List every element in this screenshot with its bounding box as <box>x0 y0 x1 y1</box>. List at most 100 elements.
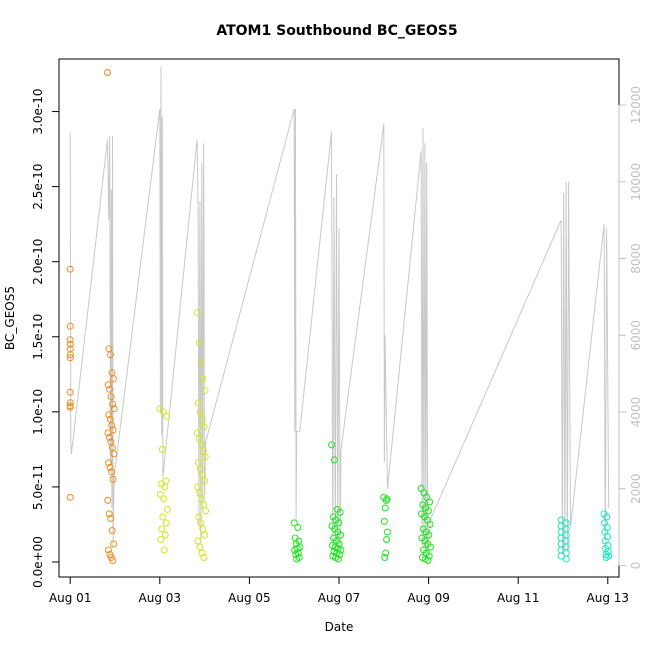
data-point <box>603 513 611 521</box>
data-point <box>159 408 167 416</box>
data-point <box>66 340 74 348</box>
data-point <box>200 423 208 431</box>
data-point <box>198 495 206 503</box>
data-point <box>294 524 302 531</box>
data-point <box>109 426 117 434</box>
y-right-tick-label: 2000 <box>629 473 643 504</box>
x-tick-label: Aug 09 <box>407 591 450 605</box>
data-point <box>109 557 117 564</box>
data-point <box>162 519 170 527</box>
data-point <box>381 554 389 561</box>
data-point <box>105 433 113 441</box>
y-axis-left: 0.0e+00 5.0e-11 1.0e-10 1.5e-10 2.0e-10 2.5e-… <box>31 89 60 588</box>
data-point <box>424 507 432 515</box>
data-point <box>66 493 74 501</box>
data-point <box>196 489 204 497</box>
data-point <box>163 505 171 513</box>
data-point <box>157 536 165 543</box>
data-point <box>109 375 117 383</box>
data-point <box>194 537 202 545</box>
data-point <box>426 520 434 528</box>
y-left-tick-label: 2.0e-10 <box>31 239 45 285</box>
data-point <box>200 501 208 509</box>
data-point <box>381 504 389 512</box>
chart-title: ATOM1 Southbound BC_GEOS5 <box>216 23 457 39</box>
y-left-tick-label: 2.5e-10 <box>31 164 45 210</box>
y-left-tick-label: 5.0e-11 <box>31 464 45 510</box>
data-point <box>427 543 434 551</box>
data-point <box>66 265 74 273</box>
data-point <box>107 514 115 522</box>
data-point <box>201 387 209 395</box>
data-point <box>108 468 115 476</box>
data-point <box>110 450 118 458</box>
data-point <box>334 555 342 563</box>
data-point <box>193 309 201 317</box>
data-point <box>197 465 204 473</box>
y-left-tick-label: 0.0e+00 <box>31 536 45 588</box>
data-point <box>195 435 203 443</box>
data-point <box>108 527 116 534</box>
y-left-tick-label: 1.5e-10 <box>31 314 45 360</box>
data-point <box>160 495 168 503</box>
data-point <box>426 498 434 506</box>
data-point <box>199 447 207 455</box>
data-point <box>66 336 74 344</box>
data-point <box>159 513 167 521</box>
y-left-tick-label: 3.0e-10 <box>31 89 45 135</box>
data-point <box>66 322 74 330</box>
data-point <box>110 405 118 413</box>
data-point <box>104 429 112 437</box>
data-point <box>196 408 204 416</box>
data-point <box>199 471 206 479</box>
data-point <box>197 358 205 366</box>
data-point <box>66 354 74 362</box>
y-right-tick-label: 10000 <box>629 163 643 201</box>
data-point <box>104 381 112 389</box>
x-axis-label: Date <box>325 620 354 634</box>
x-tick-label: Aug 05 <box>228 591 271 605</box>
data-point <box>161 531 169 539</box>
y-axis-label: BC_GEOS5 <box>3 286 17 350</box>
data-point <box>201 531 209 539</box>
data-point <box>335 519 343 527</box>
data-point <box>557 552 565 560</box>
x-tick-label: Aug 13 <box>587 591 630 605</box>
data-point <box>202 507 209 515</box>
data-point <box>562 555 570 563</box>
data-point <box>193 429 201 437</box>
data-point <box>424 557 432 564</box>
data-point <box>110 540 118 548</box>
y-right-tick-label: 0 <box>629 562 643 570</box>
data-point <box>425 531 433 539</box>
x-tick-label: Aug 03 <box>139 591 182 605</box>
data-point <box>104 496 112 504</box>
data-point <box>196 543 204 551</box>
data-point <box>200 477 208 485</box>
data-point <box>328 441 335 449</box>
data-point <box>382 496 390 504</box>
x-tick-label: Aug 11 <box>497 591 540 605</box>
data-point <box>163 412 171 420</box>
data-point <box>293 555 301 563</box>
y-right-tick-label: 8000 <box>629 243 643 274</box>
line-layer <box>69 66 610 558</box>
data-point <box>105 510 113 518</box>
data-point <box>330 456 338 464</box>
data-point <box>198 549 206 557</box>
data-point <box>66 351 74 359</box>
data-point <box>107 351 114 359</box>
data-point <box>195 513 203 521</box>
y-axis-right: 0 2000 4000 6000 8000 10000 12000 <box>618 86 643 570</box>
data-point <box>290 519 298 527</box>
data-point <box>66 388 74 396</box>
data-point <box>158 525 166 533</box>
data-point <box>107 393 115 401</box>
data-point <box>106 385 114 393</box>
data-point <box>105 459 113 467</box>
data-point <box>106 463 114 471</box>
data-point <box>195 459 202 467</box>
data-point <box>109 475 117 483</box>
x-tick-label: Aug 07 <box>318 591 361 605</box>
